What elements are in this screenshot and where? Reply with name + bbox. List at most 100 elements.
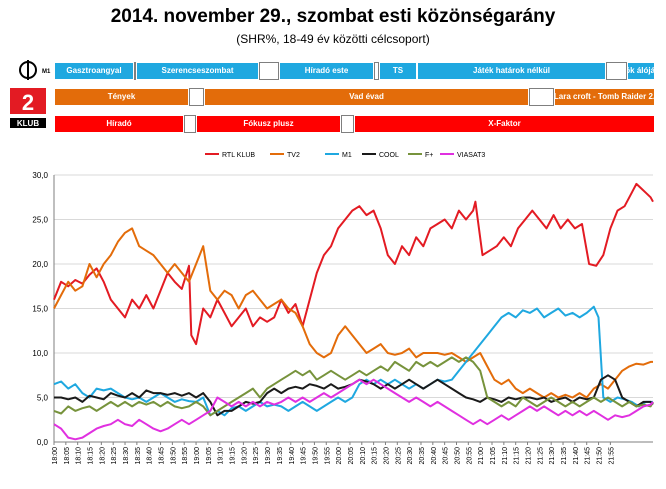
- x-tick-label: 18:10: [76, 447, 83, 465]
- legend-label: COOL: [379, 152, 399, 159]
- legend-label: F+: [425, 152, 433, 159]
- schedule-program-tv2: Lara croft - Tomb Raider 2.: [554, 88, 655, 106]
- schedule-gap-tv2: [189, 88, 204, 106]
- schedule-program-m1: A pók álójában: [627, 62, 655, 80]
- chart-x-ticks: 18:00 18:05 18:10 18:15 18:20 18:25 18:30 18:35…: [52, 442, 615, 465]
- x-tick-label: 19:10: [218, 447, 225, 465]
- x-tick-label: 19:55: [324, 447, 331, 465]
- series-line-rtl-klub: [53, 182, 654, 346]
- chart-y-ticks: 0,0 5,0 10,0 15,0 20,0 25,0 30,0: [32, 171, 48, 447]
- x-tick-label: 18:05: [64, 447, 71, 465]
- y-tick-label: 25,0: [32, 216, 48, 225]
- x-tick-label: 20:25: [395, 447, 402, 465]
- schedule-row-m1: Gasztroangyal Szerencseszombat Híradó este…: [54, 62, 655, 80]
- x-tick-label: 18:30: [123, 447, 130, 465]
- schedule-row-tv2: Tények Vad évad Lara croft - Tomb Raider 2…: [54, 88, 655, 106]
- x-tick-label: 21:30: [549, 447, 556, 465]
- x-tick-label: 18:25: [111, 447, 118, 465]
- schedule-program-rtl: Fókusz plusz: [196, 115, 341, 133]
- x-tick-label: 18:55: [182, 447, 189, 465]
- x-tick-label: 19:05: [206, 447, 213, 465]
- x-tick-label: 21:25: [537, 447, 544, 465]
- m1-logo: M1: [18, 58, 52, 84]
- series-line-m1: [53, 305, 653, 417]
- x-tick-label: 19:20: [241, 447, 248, 465]
- x-tick-label: 20:10: [360, 447, 367, 465]
- rtl-klub-logo-icon: 2 KLUB: [10, 88, 46, 128]
- x-tick-label: 18:40: [147, 447, 154, 465]
- x-tick-label: 20:05: [348, 447, 355, 465]
- schedule-program-m1: TS: [379, 62, 417, 80]
- schedule-gap-rtl: [341, 115, 354, 133]
- x-tick-label: 18:50: [170, 447, 177, 465]
- x-tick-label: 18:20: [99, 447, 106, 465]
- legend-label: VIASAT3: [457, 152, 485, 159]
- x-tick-label: 19:00: [194, 447, 201, 465]
- x-tick-label: 20:15: [372, 447, 379, 465]
- schedule-program-m1: Játék határok nélkül: [417, 62, 606, 80]
- x-tick-label: 20:45: [443, 447, 450, 465]
- x-tick-label: 20:00: [336, 447, 343, 465]
- rtl-logo-number: 2: [22, 90, 34, 115]
- series-line-f-: [53, 356, 654, 417]
- x-tick-label: 19:15: [230, 447, 237, 465]
- m1-logo-text: M1: [42, 69, 51, 75]
- x-tick-label: 19:30: [265, 447, 272, 465]
- series-line-tv2: [53, 227, 653, 399]
- schedule-program-tv2: Tények: [54, 88, 189, 106]
- y-tick-label: 20,0: [32, 260, 48, 269]
- page-title: 2014. november 29., szombat esti közönsé…: [110, 6, 556, 27]
- x-tick-label: 21:00: [478, 447, 485, 465]
- schedule-gap-m1: [606, 62, 627, 80]
- x-tick-label: 18:15: [88, 447, 95, 465]
- x-tick-label: 19:35: [277, 447, 284, 465]
- x-tick-label: 21:50: [597, 447, 604, 465]
- schedule-program-rtl: X-Faktor: [354, 115, 655, 133]
- x-tick-label: 18:00: [52, 447, 59, 465]
- x-tick-label: 19:25: [253, 447, 260, 465]
- x-tick-label: 21:55: [608, 447, 615, 465]
- schedule-gap-m1: [259, 62, 279, 80]
- legend-label: TV2: [287, 152, 300, 159]
- schedule-program-tv2: Vad évad: [204, 88, 529, 106]
- y-tick-label: 0,0: [37, 438, 49, 447]
- x-tick-label: 20:55: [466, 447, 473, 465]
- x-tick-label: 21:15: [514, 447, 521, 465]
- schedule-gap-tv2: [529, 88, 554, 106]
- x-tick-label: 21:40: [573, 447, 580, 465]
- chart-legend: RTL KLUB TV2 M1 COOL F+ VIASAT3: [205, 152, 485, 159]
- chart-series-lines: [53, 182, 654, 441]
- y-tick-label: 30,0: [32, 171, 48, 180]
- y-tick-label: 15,0: [32, 305, 48, 314]
- schedule-gap-rtl: [184, 115, 196, 133]
- audience-share-chart: 0,05,010,015,020,025,030,0 18:00 18:05 18:…: [32, 152, 654, 465]
- x-tick-label: 21:20: [526, 447, 533, 465]
- x-tick-label: 21:05: [490, 447, 497, 465]
- x-tick-label: 20:30: [407, 447, 414, 465]
- x-tick-label: 19:45: [301, 447, 308, 465]
- rtl-logo-text: KLUB: [17, 119, 39, 128]
- schedule-row-rtl: Híradó Fókusz plusz X-Faktor: [54, 115, 655, 133]
- schedule-gap-m1: [134, 62, 136, 80]
- page-subtitle: (SHR%, 18-49 év közötti célcsoport): [236, 32, 430, 46]
- schedule-program-m1: Gasztroangyal: [54, 62, 134, 80]
- x-tick-label: 18:45: [159, 447, 166, 465]
- x-tick-label: 21:35: [561, 447, 568, 465]
- schedule-program-m1: Szerencseszombat: [136, 62, 259, 80]
- y-tick-label: 5,0: [37, 394, 49, 403]
- x-tick-label: 18:35: [135, 447, 142, 465]
- chart-gridlines: [53, 174, 653, 443]
- x-tick-label: 20:50: [454, 447, 461, 465]
- x-tick-label: 20:40: [431, 447, 438, 465]
- legend-label: RTL KLUB: [222, 152, 255, 159]
- x-tick-label: 19:40: [289, 447, 296, 465]
- y-tick-label: 10,0: [32, 349, 48, 358]
- legend-label: M1: [342, 152, 352, 159]
- x-tick-label: 21:45: [585, 447, 592, 465]
- schedule-gap-m1: [374, 62, 379, 80]
- series-line-viasat3: [53, 378, 654, 441]
- x-tick-label: 20:35: [419, 447, 426, 465]
- x-tick-label: 21:10: [502, 447, 509, 465]
- x-tick-label: 19:50: [312, 447, 319, 465]
- m1-logo-icon: M1: [19, 60, 51, 80]
